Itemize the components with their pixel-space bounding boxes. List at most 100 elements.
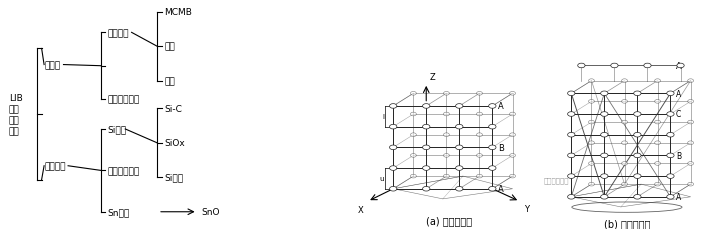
Circle shape: [634, 92, 641, 96]
Circle shape: [456, 187, 463, 191]
Text: Si合金: Si合金: [164, 173, 183, 182]
Circle shape: [588, 183, 595, 186]
Text: 天然鳞片石墨: 天然鳞片石墨: [107, 95, 140, 104]
Text: B: B: [676, 151, 681, 160]
Circle shape: [489, 125, 496, 129]
Text: 硬碳: 硬碳: [164, 77, 175, 86]
Circle shape: [410, 113, 416, 116]
Circle shape: [390, 187, 397, 191]
Circle shape: [423, 145, 430, 150]
Circle shape: [688, 162, 693, 166]
Text: A: A: [676, 62, 682, 71]
Circle shape: [588, 141, 595, 145]
Circle shape: [667, 112, 674, 117]
Circle shape: [567, 153, 575, 158]
Circle shape: [567, 133, 575, 137]
Circle shape: [567, 174, 575, 179]
Circle shape: [654, 183, 660, 186]
Circle shape: [667, 133, 674, 137]
Circle shape: [567, 195, 575, 199]
Circle shape: [577, 64, 585, 68]
Circle shape: [423, 166, 430, 171]
Text: SiOx: SiOx: [164, 139, 185, 148]
Text: 非碳材料: 非碳材料: [44, 161, 66, 171]
Circle shape: [600, 92, 608, 96]
Text: 软碳: 软碳: [164, 42, 175, 52]
Text: 碳材料: 碳材料: [44, 61, 60, 70]
Circle shape: [621, 162, 627, 166]
Text: Si-C: Si-C: [164, 104, 182, 113]
Text: 人造石墨: 人造石墨: [107, 29, 129, 38]
Circle shape: [688, 100, 693, 104]
Circle shape: [510, 174, 516, 178]
Text: LIB
负极
活性
材料: LIB 负极 活性 材料: [9, 93, 22, 136]
Circle shape: [667, 153, 674, 158]
Text: X: X: [357, 205, 363, 214]
Circle shape: [588, 162, 595, 166]
Text: 其他合金材料: 其他合金材料: [107, 166, 140, 175]
Circle shape: [444, 174, 449, 178]
Text: A: A: [676, 89, 681, 98]
Text: Sn材料: Sn材料: [107, 207, 130, 216]
Circle shape: [489, 145, 496, 150]
Circle shape: [621, 141, 627, 145]
Text: A: A: [676, 192, 681, 202]
Circle shape: [621, 183, 627, 186]
Circle shape: [390, 104, 397, 109]
Circle shape: [611, 64, 618, 68]
Circle shape: [644, 64, 651, 68]
Circle shape: [621, 100, 627, 104]
Circle shape: [456, 104, 463, 109]
Circle shape: [654, 162, 660, 166]
Circle shape: [588, 121, 595, 124]
Circle shape: [444, 92, 449, 96]
Circle shape: [621, 79, 627, 83]
Text: B: B: [498, 143, 504, 152]
Circle shape: [477, 154, 482, 158]
Circle shape: [444, 133, 449, 137]
Circle shape: [588, 100, 595, 104]
Circle shape: [390, 125, 397, 129]
Circle shape: [423, 187, 430, 191]
Text: Si材料: Si材料: [107, 125, 127, 134]
Text: MCMB: MCMB: [164, 8, 192, 17]
Circle shape: [621, 121, 627, 124]
Circle shape: [477, 174, 482, 178]
Circle shape: [667, 195, 674, 199]
Text: I: I: [382, 114, 384, 120]
Circle shape: [477, 92, 482, 96]
Circle shape: [567, 92, 575, 96]
Circle shape: [600, 153, 608, 158]
Circle shape: [510, 154, 516, 158]
Circle shape: [634, 195, 641, 199]
Circle shape: [410, 174, 416, 178]
Circle shape: [634, 112, 641, 117]
Circle shape: [423, 125, 430, 129]
Text: Z: Z: [430, 72, 436, 81]
Circle shape: [688, 141, 693, 145]
Circle shape: [510, 113, 516, 116]
Circle shape: [688, 79, 693, 83]
Circle shape: [654, 100, 660, 104]
Circle shape: [654, 141, 660, 145]
Text: u: u: [379, 176, 384, 182]
Text: Y: Y: [523, 204, 528, 213]
Circle shape: [588, 79, 595, 83]
Text: A: A: [498, 102, 503, 111]
Circle shape: [667, 174, 674, 179]
Circle shape: [477, 133, 482, 137]
Circle shape: [456, 166, 463, 171]
Circle shape: [567, 112, 575, 117]
Circle shape: [444, 113, 449, 116]
Circle shape: [489, 187, 496, 191]
Circle shape: [489, 104, 496, 109]
Circle shape: [489, 166, 496, 171]
Circle shape: [600, 112, 608, 117]
Circle shape: [390, 145, 397, 150]
Circle shape: [410, 154, 416, 158]
Text: C: C: [676, 110, 681, 119]
Text: A: A: [498, 184, 503, 194]
Circle shape: [600, 174, 608, 179]
Circle shape: [456, 145, 463, 150]
Circle shape: [677, 64, 684, 68]
